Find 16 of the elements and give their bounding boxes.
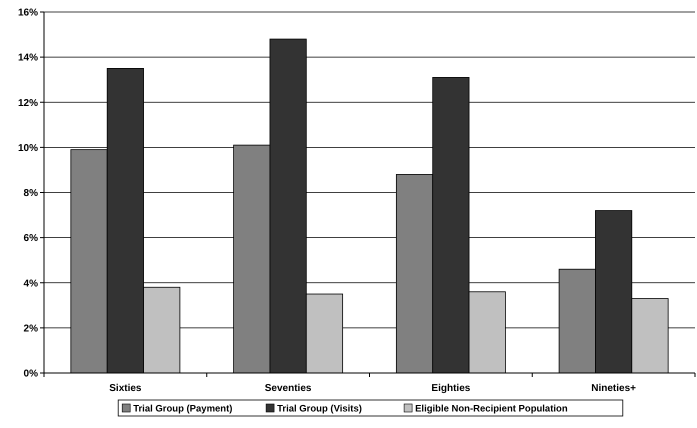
legend-label: Eligible Non-Recipient Population — [415, 403, 568, 414]
y-tick-label: 16% — [18, 8, 38, 18]
y-tick-label: 2% — [24, 323, 38, 334]
y-tick-label: 14% — [18, 52, 38, 64]
y-tick-label: 12% — [18, 98, 38, 109]
y-tick-label: 4% — [24, 278, 38, 290]
x-tick-label: Seventies — [264, 383, 312, 394]
legend-label: Trial Group (Payment) — [133, 403, 232, 414]
y-tick-label: 6% — [24, 233, 38, 244]
x-tick-label: Eighties — [431, 383, 471, 394]
x-tick-label: Nineties+ — [591, 383, 636, 394]
y-tick-label: 0% — [24, 368, 38, 380]
x-tick-label: Sixties — [109, 383, 142, 394]
y-tick-label: 10% — [18, 142, 38, 154]
y-tick-label: 8% — [24, 188, 38, 199]
legend-label: Trial Group (Visits) — [277, 403, 362, 414]
